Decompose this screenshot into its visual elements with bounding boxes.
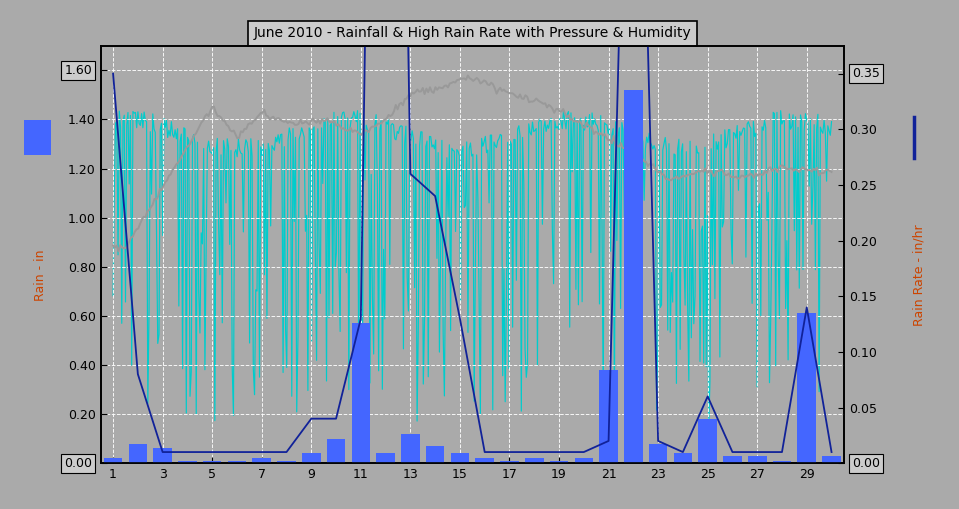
Bar — [227, 461, 246, 463]
Bar — [178, 461, 197, 463]
Bar — [525, 458, 544, 463]
Bar — [451, 454, 469, 463]
Bar — [723, 456, 741, 463]
Bar — [153, 448, 172, 463]
Bar — [352, 323, 370, 463]
Bar — [673, 454, 692, 463]
Bar — [376, 454, 395, 463]
Text: Rain Rate - in/hr: Rain Rate - in/hr — [912, 224, 925, 326]
Bar — [203, 461, 222, 463]
Bar — [649, 443, 667, 463]
Bar — [24, 120, 52, 155]
Bar — [501, 461, 519, 463]
Text: 0.00: 0.00 — [64, 457, 92, 470]
Text: 0.35: 0.35 — [853, 67, 880, 80]
Bar — [698, 419, 717, 463]
Bar — [327, 439, 345, 463]
Bar — [773, 461, 791, 463]
Text: Rain - in: Rain - in — [34, 249, 47, 301]
Bar — [624, 90, 643, 463]
Bar — [252, 458, 271, 463]
Bar — [129, 443, 147, 463]
Bar — [798, 314, 816, 463]
Bar — [104, 458, 123, 463]
Bar — [426, 446, 444, 463]
Bar — [401, 434, 420, 463]
Text: 1.60: 1.60 — [64, 64, 92, 77]
Bar — [599, 370, 618, 463]
Bar — [550, 461, 569, 463]
Bar — [302, 454, 320, 463]
Text: 0.00: 0.00 — [853, 457, 880, 470]
Bar — [277, 461, 295, 463]
Bar — [476, 458, 494, 463]
Bar — [822, 456, 841, 463]
Bar — [748, 456, 766, 463]
Title: June 2010 - Rainfall & High Rain Rate with Pressure & Humidity: June 2010 - Rainfall & High Rain Rate wi… — [253, 26, 691, 41]
Bar — [574, 458, 593, 463]
